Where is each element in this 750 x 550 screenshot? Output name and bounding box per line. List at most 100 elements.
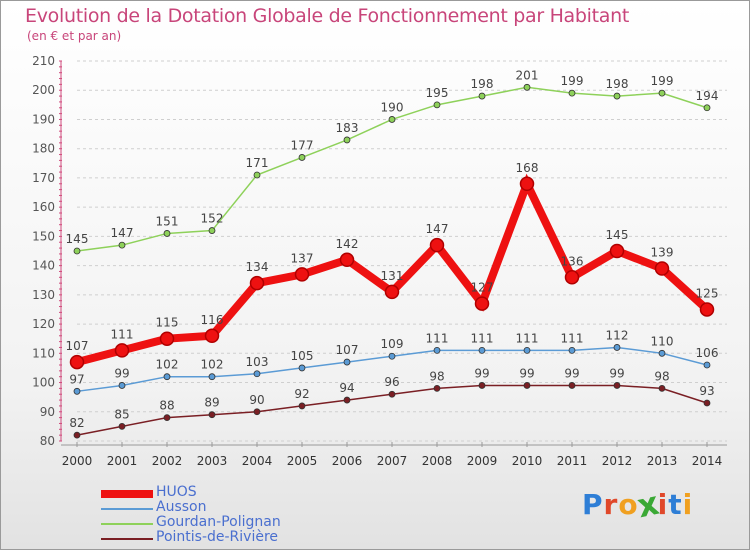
legend-swatch xyxy=(101,508,153,510)
data-point xyxy=(118,422,126,430)
x-tick-label: 2005 xyxy=(287,454,318,468)
data-label: 93 xyxy=(699,384,714,398)
x-tick-label: 2004 xyxy=(242,454,273,468)
data-point xyxy=(388,116,396,123)
legend-label: Ausson xyxy=(156,499,207,515)
logo-letter: i xyxy=(682,488,694,521)
data-point xyxy=(568,382,576,389)
data-point xyxy=(159,331,175,346)
data-label: 89 xyxy=(204,396,219,410)
data-point xyxy=(343,358,351,366)
data-label: 147 xyxy=(111,226,134,240)
y-tick-label: 120 xyxy=(32,317,55,331)
data-label: 98 xyxy=(654,369,669,383)
data-point xyxy=(73,387,81,395)
x-tick-label: 2009 xyxy=(467,454,498,468)
data-point xyxy=(613,344,621,351)
data-label: 168 xyxy=(516,161,539,175)
data-label: 97 xyxy=(69,372,84,386)
data-point xyxy=(613,92,621,100)
data-label: 107 xyxy=(336,343,359,357)
data-point xyxy=(658,89,666,97)
data-label: 201 xyxy=(516,68,539,82)
data-label: 109 xyxy=(381,337,404,351)
data-label: 107 xyxy=(66,339,89,353)
y-tick-label: 170 xyxy=(32,171,55,185)
data-label: 111 xyxy=(426,331,449,345)
data-point xyxy=(208,227,216,234)
legend-label: Pointis-de-Rivière xyxy=(156,529,279,545)
data-point xyxy=(523,382,531,389)
data-point xyxy=(208,373,216,381)
x-tick-label: 2008 xyxy=(422,454,453,468)
data-point xyxy=(204,328,220,344)
y-tick-label: 110 xyxy=(32,346,55,360)
data-point xyxy=(429,237,445,253)
data-point xyxy=(609,243,625,259)
legend-swatch xyxy=(101,538,153,540)
data-label: 96 xyxy=(384,375,399,389)
data-label: 139 xyxy=(651,246,674,260)
data-point xyxy=(478,346,486,354)
data-label: 88 xyxy=(159,399,174,413)
y-tick-label: 80 xyxy=(40,434,55,448)
y-tick-label: 90 xyxy=(40,405,55,419)
y-tick-label: 100 xyxy=(32,376,55,390)
data-point xyxy=(523,346,531,354)
x-tick-label: 2000 xyxy=(62,454,93,468)
data-label: 103 xyxy=(246,355,269,369)
data-label: 136 xyxy=(561,254,584,268)
data-label: 99 xyxy=(609,366,624,380)
data-label: 99 xyxy=(564,366,579,380)
data-point xyxy=(343,396,351,404)
data-label: 194 xyxy=(696,89,719,103)
data-label: 99 xyxy=(474,366,489,380)
legend-swatch xyxy=(101,523,153,525)
data-point xyxy=(568,346,576,354)
data-point xyxy=(654,261,670,276)
y-tick-label: 210 xyxy=(32,54,55,68)
data-label: 111 xyxy=(516,331,539,345)
data-point xyxy=(253,370,261,378)
data-point xyxy=(703,104,711,112)
data-point xyxy=(253,171,261,179)
data-label: 111 xyxy=(111,327,134,341)
data-label: 125 xyxy=(696,286,719,300)
series-pointis-de-rivi-re: 82 85 88 89 90 92 94 96 98 99 99 99 99 98 93 xyxy=(69,366,715,439)
data-point xyxy=(253,408,261,416)
logo-letter: r xyxy=(603,488,619,521)
data-point xyxy=(658,349,666,357)
y-tick-label: 180 xyxy=(32,142,55,156)
data-point xyxy=(384,284,400,300)
x-tick-label: 2012 xyxy=(602,454,633,468)
y-tick-label: 130 xyxy=(32,288,55,302)
data-label: 142 xyxy=(336,237,359,251)
series-ausson: 97 99 102 102 103 105 107 109 111 111 111 111 112 110… xyxy=(69,328,718,395)
series-huos: 107 111 115 116 134 137 142 131 147 127 168 136 145 1… xyxy=(66,161,719,370)
x-tick-label: 2003 xyxy=(197,454,228,468)
proxiti-logo: Proxiti xyxy=(582,484,694,526)
data-label: 127 xyxy=(471,281,494,295)
data-label: 111 xyxy=(561,331,584,345)
data-point xyxy=(433,384,441,392)
logo-letter: o xyxy=(618,488,639,521)
data-point xyxy=(208,411,216,419)
data-label: 82 xyxy=(69,416,84,430)
data-label: 177 xyxy=(291,138,314,152)
data-label: 94 xyxy=(339,381,354,395)
chart-subtitle: (en € et par an) xyxy=(27,29,122,43)
data-point xyxy=(519,176,535,192)
x-tick-label: 2013 xyxy=(647,454,678,468)
y-tick-label: 160 xyxy=(32,200,55,214)
data-point xyxy=(298,154,306,161)
data-point xyxy=(118,241,126,249)
logo-letter: P xyxy=(582,488,604,521)
legend-swatch xyxy=(101,490,153,498)
series-gourdan-polignan: 145 147 151 152 171 177 183 190 195 198 201 199 198 1… xyxy=(66,68,719,255)
data-point xyxy=(703,399,711,407)
data-point xyxy=(343,136,351,144)
data-point xyxy=(73,431,81,439)
legend-label: HUOS xyxy=(156,484,197,500)
data-point xyxy=(73,247,81,255)
data-label: 190 xyxy=(381,100,404,114)
